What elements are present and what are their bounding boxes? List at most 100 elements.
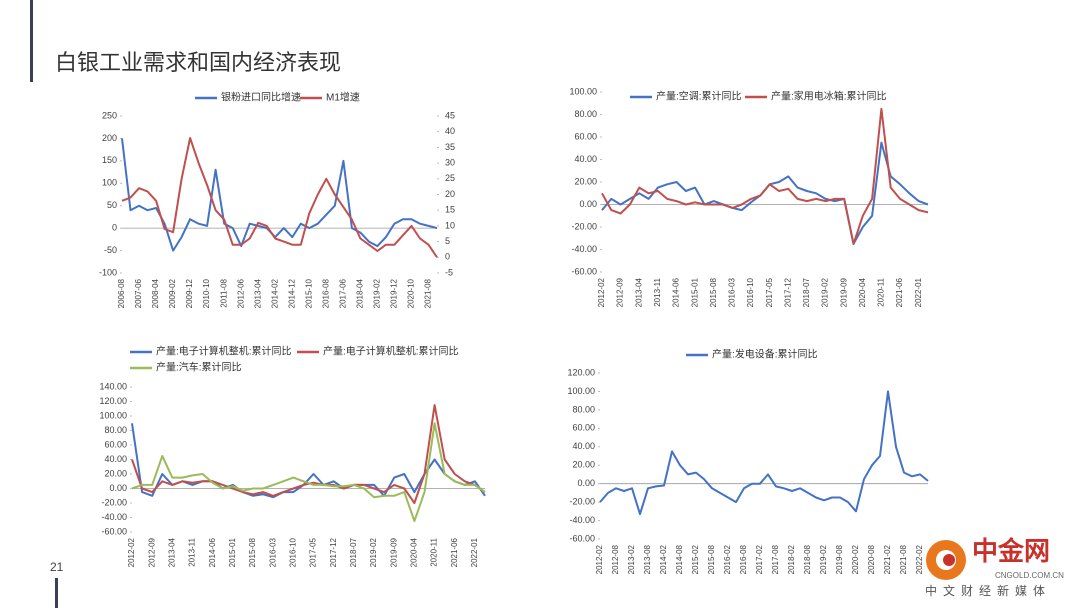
x-tick-label: 2012-09 xyxy=(147,537,156,567)
y2-tick-label: 40 xyxy=(445,126,455,136)
y2-tick-label: 10 xyxy=(445,220,455,230)
y-tick-label: 60.00 xyxy=(574,131,597,141)
y-tick-label: -40.00 xyxy=(571,244,597,254)
y-tick-label: 0 xyxy=(112,223,117,233)
y-tick-label: 40.00 xyxy=(574,154,597,164)
y2-tick-label: 25 xyxy=(445,173,455,183)
y-tick-label: -20.00 xyxy=(571,221,597,231)
x-tick-label: 2012-08 xyxy=(611,544,620,574)
y-tick-label: -20.00 xyxy=(101,497,127,507)
x-tick-label: 2012-06 xyxy=(236,278,245,308)
y-tick-label: 50 xyxy=(107,200,117,210)
y-tick-label: 100 xyxy=(102,178,117,188)
x-tick-label: 2018-07 xyxy=(802,277,811,307)
y2-tick-label: 15 xyxy=(445,205,455,215)
legend-label: 产量:汽车:累计同比 xyxy=(156,361,242,374)
x-tick-label: 2021-08 xyxy=(899,544,908,574)
y-tick-label: -60.00 xyxy=(101,526,127,536)
x-tick-label: 2018-04 xyxy=(355,278,364,308)
page-number: 21 xyxy=(50,560,64,574)
y-tick-label: -20.00 xyxy=(569,496,595,506)
x-tick-label: 2014-06 xyxy=(208,537,217,567)
y-tick-label: 20.00 xyxy=(572,460,595,470)
y-tick-label: 80.00 xyxy=(572,404,595,414)
x-tick-label: 2014-06 xyxy=(672,277,681,307)
accent-bar xyxy=(30,0,33,82)
watermark-slogan: 中文财经新媒体 xyxy=(925,583,1051,598)
x-tick-label: 2011-08 xyxy=(219,278,228,307)
y-tick-label: 150 xyxy=(102,155,117,165)
x-tick-label: 2016-03 xyxy=(268,537,277,567)
x-tick-label: 2017-06 xyxy=(338,278,347,308)
x-tick-label: 2013-11 xyxy=(653,277,662,306)
x-tick-label: 2019-09 xyxy=(389,537,398,567)
x-tick-label: 2016-02 xyxy=(723,544,732,574)
x-tick-label: 2015-02 xyxy=(691,544,700,574)
x-tick-label: 2022-01 xyxy=(470,537,479,567)
y-tick-label: 80.00 xyxy=(574,109,597,119)
x-tick-label: 2012-02 xyxy=(127,537,136,567)
y-tick-label: -60.00 xyxy=(571,266,597,276)
x-tick-label: 2020-04 xyxy=(410,537,419,567)
y-tick-label: -50 xyxy=(104,245,117,255)
x-tick-label: 2015-08 xyxy=(709,277,718,307)
y-tick-label: 200 xyxy=(102,133,117,143)
legend-label: 银粉进口同比增速 xyxy=(221,91,301,104)
series-line xyxy=(601,107,929,245)
x-tick-label: 2018-02 xyxy=(787,544,796,574)
x-tick-label: 2013-08 xyxy=(643,544,652,574)
x-tick-label: 2017-08 xyxy=(771,544,780,574)
x-tick-label: 2012-02 xyxy=(597,277,606,307)
y2-tick-label: 0 xyxy=(445,252,450,262)
x-tick-label: 2006-08 xyxy=(117,278,126,308)
watermark: 中金网 CNGOLD.COM.CN 中文财经新媒体 xyxy=(925,536,1064,598)
watermark-url: CNGOLD.COM.CN xyxy=(995,571,1064,580)
y-tick-label: 20.00 xyxy=(104,468,127,478)
x-tick-label: 2016-10 xyxy=(746,277,755,307)
x-tick-label: 2019-02 xyxy=(369,537,378,567)
y-tick-label: 40.00 xyxy=(104,454,127,464)
x-tick-label: 2016-10 xyxy=(288,537,297,567)
x-tick-label: 2018-08 xyxy=(803,544,812,574)
y-tick-label: 100.00 xyxy=(569,86,597,96)
y-tick-label: 250 xyxy=(102,110,117,120)
x-tick-label: 2017-12 xyxy=(329,537,338,567)
x-tick-label: 2012-02 xyxy=(595,544,604,574)
x-tick-label: 2022-01 xyxy=(914,277,923,307)
x-tick-label: 2015-10 xyxy=(304,278,313,308)
x-tick-label: 2014-08 xyxy=(675,544,684,574)
y2-tick-label: -5 xyxy=(445,267,453,277)
x-tick-label: 2017-12 xyxy=(783,277,792,307)
x-tick-label: 2013-02 xyxy=(627,544,636,574)
y-tick-label: 120.00 xyxy=(567,367,595,377)
x-tick-label: 2009-02 xyxy=(168,278,177,308)
x-tick-label: 2020-11 xyxy=(877,277,886,306)
y-tick-label: -40.00 xyxy=(569,515,595,525)
series-line xyxy=(599,390,929,516)
legend-label: 产量:家用电冰箱:累计同比 xyxy=(771,90,887,103)
x-tick-label: 2021-02 xyxy=(883,544,892,574)
y-tick-label: 100.00 xyxy=(99,410,127,420)
y-tick-label: 0.00 xyxy=(577,478,595,488)
x-tick-label: 2020-11 xyxy=(430,537,439,566)
y-tick-label: 40.00 xyxy=(572,441,595,451)
x-tick-label: 2014-02 xyxy=(270,278,279,308)
x-tick-label: 2010-10 xyxy=(202,278,211,308)
x-tick-label: 2013-04 xyxy=(253,278,262,308)
y2-tick-label: 20 xyxy=(445,189,455,199)
x-tick-label: 2016-08 xyxy=(739,544,748,574)
x-tick-label: 2020-10 xyxy=(407,278,416,308)
x-tick-label: 2019-02 xyxy=(819,544,828,574)
x-tick-label: 2019-09 xyxy=(839,277,848,307)
x-tick-label: 2014-12 xyxy=(287,278,296,308)
y-tick-label: -100 xyxy=(99,267,117,277)
x-tick-label: 2017-05 xyxy=(765,277,774,307)
y-tick-label: 0.00 xyxy=(579,199,597,209)
x-tick-label: 2020-08 xyxy=(867,544,876,574)
legend-label: 产量:发电设备:累计同比 xyxy=(712,348,818,361)
logo xyxy=(943,554,955,566)
x-tick-label: 2019-12 xyxy=(390,278,399,308)
y-tick-label: -60.00 xyxy=(569,533,595,543)
y-tick-label: 20.00 xyxy=(574,176,597,186)
y2-tick-label: 30 xyxy=(445,157,455,167)
